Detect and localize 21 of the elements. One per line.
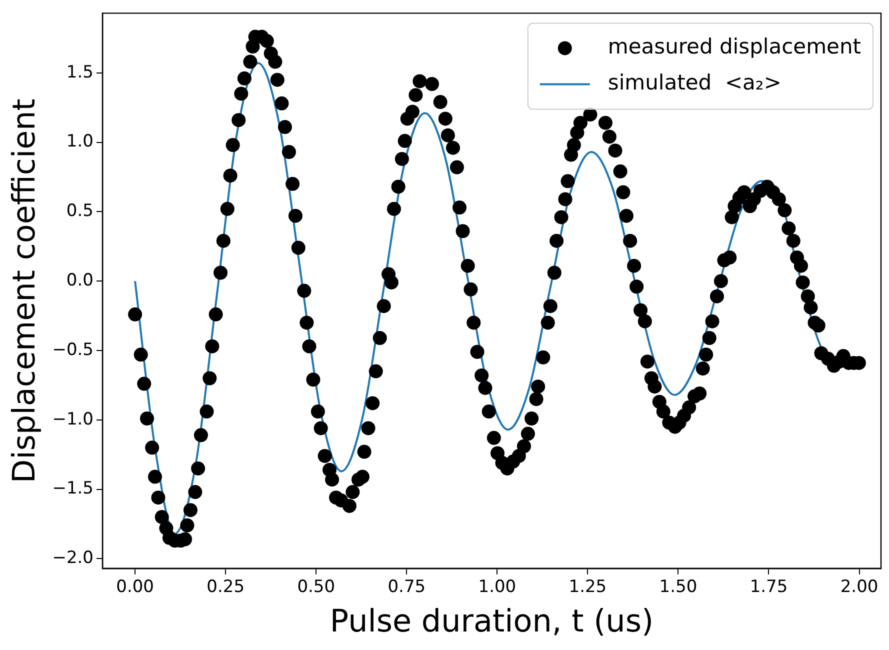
y-tick-label: 1.5 [66,62,94,82]
y-tick-label: 0.0 [66,270,94,291]
x-tick-label: 1.25 [568,577,607,598]
x-tick-label: 0.00 [116,577,154,598]
x-tick-label: 0.25 [206,577,245,598]
y-tick-label: 1.0 [66,132,94,152]
y-tick-label: −1.5 [52,478,94,499]
legend-label: measured displacement [608,34,862,59]
x-tick-label: 1.50 [659,577,698,598]
x-axis-title: Pulse duration, t (us) [330,603,654,640]
y-tick-label: −1.0 [52,409,94,430]
y-tick-label: −0.5 [52,340,94,360]
x-tick-label: 1.75 [750,577,788,598]
y-axis-title: Displacement coefficient [6,98,43,484]
legend-label: simulated <a₂> [608,70,782,95]
x-tick-label: 2.00 [840,577,878,598]
y-tick-label: −2.0 [52,548,94,568]
y-tick-label: 0.5 [66,201,94,222]
x-tick-label: 1.00 [478,577,516,598]
x-tick-label: 0.50 [297,577,336,598]
x-tick-label: 0.75 [388,577,426,598]
